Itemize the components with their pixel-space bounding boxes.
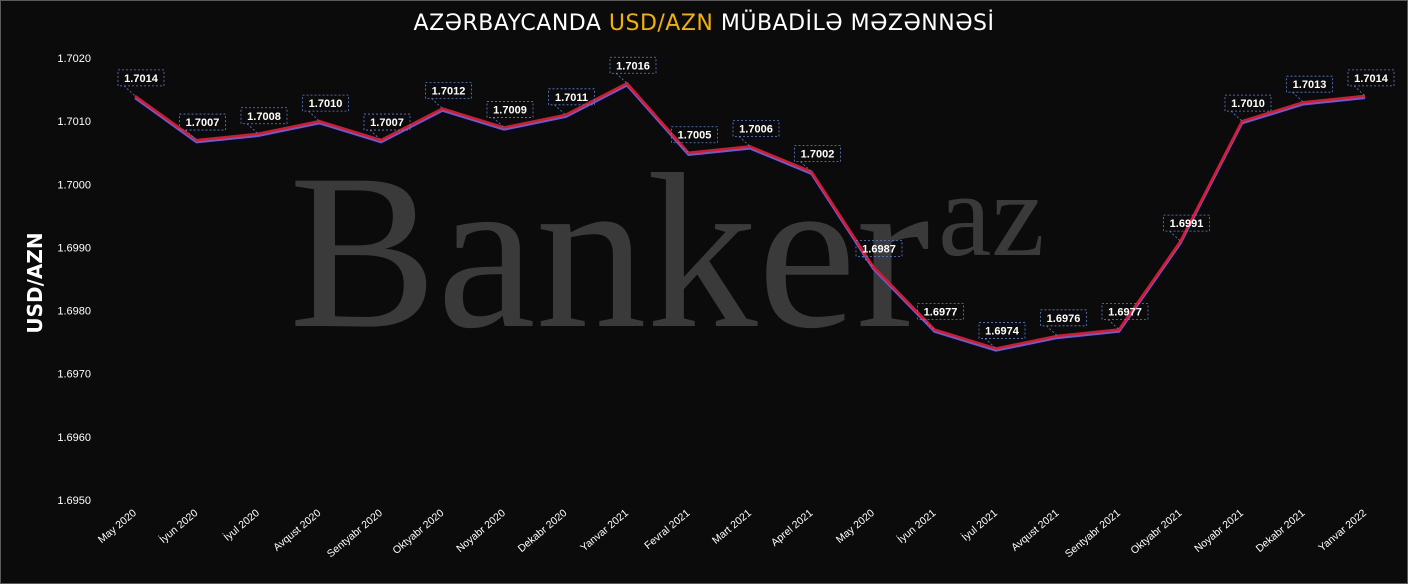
y-tick-label: 1.7020 bbox=[57, 53, 91, 65]
data-label-box bbox=[732, 120, 780, 137]
data-label-leader bbox=[123, 85, 136, 97]
x-tick-label: İyun 2020 bbox=[157, 506, 201, 546]
y-tick-label: 1.6990 bbox=[57, 242, 91, 254]
data-label-box bbox=[1163, 214, 1210, 232]
data-label: 1.6977 bbox=[1108, 307, 1142, 319]
data-label: 1.7011 bbox=[555, 92, 588, 104]
data-label-leader bbox=[185, 129, 197, 141]
data-label-leader bbox=[369, 129, 382, 141]
data-label-box bbox=[363, 113, 411, 131]
data-label-leader bbox=[308, 110, 320, 122]
data-label-leader bbox=[1169, 230, 1181, 242]
data-label: 1.6991 bbox=[1170, 218, 1204, 230]
data-label-leader bbox=[861, 256, 874, 267]
x-tick-label: Fevral 2021 bbox=[642, 507, 692, 552]
data-label: 1.7009 bbox=[493, 104, 527, 116]
data-label: 1.7007 bbox=[370, 117, 404, 129]
x-tick-label: İyul 2021 bbox=[959, 506, 1000, 543]
data-label-box bbox=[1286, 75, 1333, 93]
data-label: 1.7007 bbox=[186, 117, 220, 129]
data-label-leader bbox=[738, 136, 751, 147]
x-tick-label: Sentyabr 2021 bbox=[1063, 507, 1123, 560]
data-label-leader bbox=[1292, 91, 1304, 103]
x-tick-label: Dekabr 2020 bbox=[516, 507, 570, 555]
data-label-box bbox=[425, 82, 472, 99]
data-label-box bbox=[302, 94, 349, 112]
data-label: 1.7014 bbox=[1354, 73, 1389, 85]
data-label: 1.6977 bbox=[924, 307, 958, 319]
data-label-leader bbox=[677, 142, 689, 154]
data-label: 1.7012 bbox=[432, 86, 466, 98]
title-part2: MÜBADİLƏ MƏZƏNNƏSİ bbox=[713, 11, 995, 36]
data-label: 1.7008 bbox=[247, 111, 281, 123]
data-label-box bbox=[1347, 69, 1395, 87]
x-tick-label: Yanvar 2021 bbox=[578, 507, 631, 554]
data-label: 1.7002 bbox=[801, 149, 835, 161]
x-tick-label: İyul 2020 bbox=[221, 506, 262, 543]
x-tick-label: Sentyabr 2020 bbox=[325, 507, 385, 560]
x-tick-label: Aprel 2021 bbox=[769, 507, 816, 549]
data-label-leader bbox=[1107, 319, 1120, 330]
data-label: 1.7010 bbox=[309, 98, 343, 110]
title-part1: AZƏRBAYCANDA bbox=[413, 11, 609, 36]
y-tick-label: 1.7000 bbox=[57, 179, 91, 191]
data-label-box bbox=[609, 56, 657, 74]
y-tick-label: 1.6970 bbox=[57, 369, 91, 381]
data-label-box bbox=[179, 113, 226, 131]
x-tick-label: Noyabr 2020 bbox=[454, 507, 508, 555]
x-tick-label: İyun 2021 bbox=[895, 506, 939, 546]
data-label-leader bbox=[1230, 110, 1243, 122]
x-tick-label: Avqust 2021 bbox=[1009, 507, 1061, 554]
data-label-box bbox=[978, 322, 1026, 339]
x-tick-label: May 2020 bbox=[96, 507, 139, 546]
data-label: 1.6974 bbox=[985, 325, 1020, 337]
data-label: 1.6976 bbox=[1047, 313, 1081, 325]
data-label-leader bbox=[554, 104, 566, 116]
data-label: 1.7010 bbox=[1231, 98, 1265, 110]
data-label-box bbox=[548, 88, 595, 106]
series-line bbox=[134, 82, 1366, 350]
title-highlight: USD/AZN bbox=[608, 11, 714, 36]
chart-title: AZƏRBAYCANDA USD/AZN MÜBADİLƏ MƏZƏNNƏSİ bbox=[1, 11, 1407, 36]
x-tick-label: Mart 2021 bbox=[710, 507, 754, 547]
data-label-leader bbox=[615, 72, 628, 84]
data-label-leader bbox=[246, 123, 259, 135]
data-label-box bbox=[1101, 303, 1149, 320]
data-label-box bbox=[671, 126, 718, 144]
data-label-box bbox=[117, 69, 165, 87]
data-label-leader bbox=[923, 319, 935, 330]
data-label: 1.7013 bbox=[1293, 79, 1327, 91]
y-tick-label: 1.6980 bbox=[57, 306, 91, 318]
x-tick-label: Oktyabr 2021 bbox=[1128, 507, 1184, 557]
data-label-box bbox=[240, 107, 288, 125]
data-label-leader bbox=[492, 117, 505, 128]
data-label-box bbox=[1040, 309, 1087, 327]
data-label-box bbox=[794, 145, 841, 163]
x-tick-label: Noyabr 2021 bbox=[1192, 507, 1246, 555]
data-label: 1.7005 bbox=[678, 130, 712, 142]
data-label: 1.7014 bbox=[124, 73, 159, 85]
data-label-box bbox=[855, 239, 903, 257]
data-label-box bbox=[486, 101, 534, 118]
x-tick-label: Dekabr 2021 bbox=[1254, 507, 1308, 555]
data-label-box bbox=[1224, 94, 1272, 112]
data-label: 1.6987 bbox=[862, 243, 896, 255]
y-tick-label: 1.7010 bbox=[57, 116, 91, 128]
x-tick-label: Avqust 2020 bbox=[271, 507, 323, 554]
y-tick-label: 1.6960 bbox=[57, 432, 91, 444]
x-tick-label: Oktyabr 2020 bbox=[390, 507, 446, 557]
x-tick-label: May 2020 bbox=[834, 507, 877, 546]
data-label-leader bbox=[800, 161, 812, 172]
x-tick-label: Yanvar 2022 bbox=[1316, 507, 1369, 554]
data-label-box bbox=[917, 303, 964, 320]
data-label-leader bbox=[431, 98, 443, 109]
data-label: 1.7006 bbox=[739, 123, 773, 135]
data-label-leader bbox=[1046, 325, 1058, 337]
data-label-leader bbox=[1353, 85, 1366, 97]
y-tick-label: 1.6950 bbox=[57, 495, 91, 507]
data-label-leader bbox=[984, 338, 997, 349]
data-label: 1.7016 bbox=[616, 60, 650, 72]
